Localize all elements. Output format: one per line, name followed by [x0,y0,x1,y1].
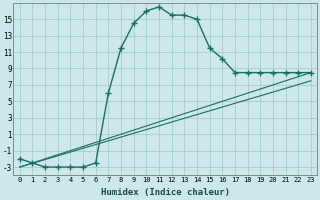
X-axis label: Humidex (Indice chaleur): Humidex (Indice chaleur) [101,188,230,197]
